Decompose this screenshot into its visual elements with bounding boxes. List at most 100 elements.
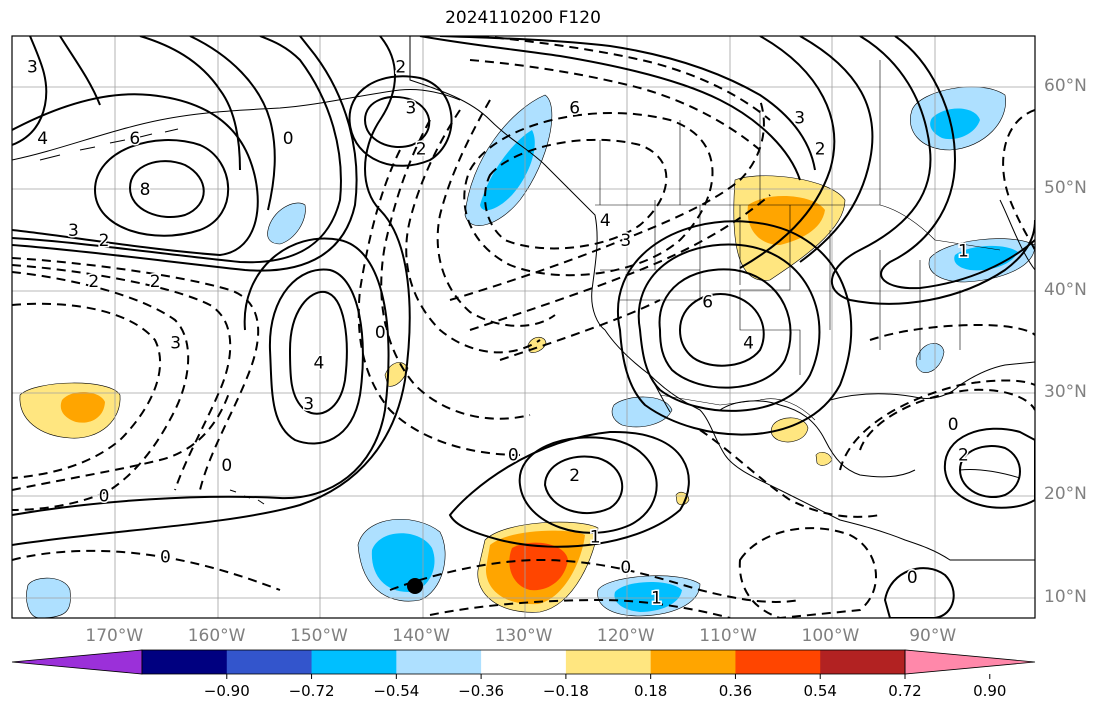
contour-label: 2	[150, 272, 161, 292]
contour-nw-corner-2	[59, 36, 101, 106]
contour-sw-high-3	[637, 243, 821, 412]
contour-west-band-2	[12, 36, 358, 272]
contour-atlantic-trough	[859, 388, 1035, 451]
colorbar-extend-high	[904, 649, 1036, 675]
contour-label: 4	[313, 354, 324, 374]
colorbar-segment	[820, 650, 906, 674]
longitude-label: 90°W	[909, 626, 957, 646]
anomaly-region-yellow-small-4	[675, 491, 690, 506]
contour-label: 3	[68, 221, 79, 241]
contour-ne-ridge-4	[739, 36, 836, 269]
colorbar-tick-label: 0.54	[803, 682, 837, 700]
aleutian-islands	[39, 128, 179, 161]
contour-nw-corner-3	[139, 36, 241, 171]
anomaly-region-orange-plains	[747, 195, 825, 245]
contour-trough-west-3	[12, 271, 190, 511]
contour-ne-ridge-3	[799, 36, 874, 263]
contour-label: 4	[37, 129, 48, 149]
solid-contours	[12, 36, 1035, 618]
contour-coastal-trough-1	[405, 109, 541, 354]
contour-label: 6	[129, 129, 140, 149]
contour-southern-trough	[389, 558, 801, 603]
contour-label: 0	[620, 558, 631, 578]
contour-nw-corner	[12, 36, 48, 146]
colorbar-segment	[311, 650, 397, 674]
northeast-coast	[999, 199, 1035, 271]
contour-pacific-ridge-2	[439, 36, 816, 171]
anomaly-region-red	[509, 542, 568, 591]
longitude-label: 170°W	[85, 626, 144, 646]
longitude-label: 110°W	[699, 626, 757, 646]
contour-label: 1	[958, 241, 969, 261]
colorbar-tick-label: 0.72	[888, 682, 922, 700]
graticule	[12, 36, 1035, 618]
longitude-label: 100°W	[801, 626, 860, 646]
contour-interior-band-2	[469, 194, 771, 331]
contour-atlantic-high	[958, 445, 1021, 498]
contour-subtropical-high	[543, 455, 624, 515]
contour-east-trough	[1002, 109, 1035, 251]
anomaly-region-orange-hawaii-west	[60, 391, 105, 423]
contour-label: 6	[702, 292, 713, 312]
longitude-label: 160°W	[187, 626, 246, 646]
contour-label: 8	[140, 180, 151, 200]
colorbar-tick-label: 0.90	[973, 682, 1007, 700]
colorbar-tick-label: −0.36	[458, 682, 505, 700]
contour-label: 3	[170, 333, 181, 353]
contour-label: 2	[569, 466, 580, 486]
colorbar	[11, 649, 1036, 679]
contour-low-alaska-3	[12, 93, 259, 257]
contour-atlantic-high-2	[943, 427, 1035, 509]
latitude-label: 40°N	[1044, 280, 1087, 301]
contour-label: 2	[815, 139, 826, 159]
contour-interior-band-3	[499, 299, 661, 361]
latitude-label: 50°N	[1044, 178, 1087, 199]
contour-ne-ridge	[830, 36, 1035, 305]
anomaly-region-deepblue-south	[614, 581, 682, 612]
contour-trough-west-4	[12, 302, 161, 479]
latitude-label: 60°N	[1044, 76, 1087, 97]
contour-subtropical-band	[448, 430, 690, 548]
north-america-coast	[409, 36, 1035, 561]
colorbar-tick-label: −0.72	[288, 682, 335, 700]
contour-southern-trough-2	[429, 598, 731, 618]
longitude-label: 140°W	[392, 626, 451, 646]
anomaly-region-deepblue-coast	[480, 130, 535, 211]
us-canada-border	[595, 204, 1001, 251]
anomaly-region-blue-gulf	[915, 343, 945, 373]
contour-pacific-ridge	[419, 36, 801, 181]
contour-trough-west-5	[12, 389, 231, 491]
contour-label: 1	[651, 589, 662, 609]
contour-mexico-trough	[699, 429, 881, 518]
colorbar-tick-label: 0.36	[718, 682, 753, 700]
mexico-coast	[719, 400, 916, 478]
canada-provinces	[599, 60, 881, 205]
colorbar-segment	[650, 650, 736, 674]
contour-label: 3	[27, 58, 38, 78]
contour-label: 0	[99, 486, 110, 506]
contour-mexico-trough-2	[738, 527, 877, 618]
latitude-label: 10°N	[1044, 586, 1087, 607]
colorbar-segment	[735, 650, 821, 674]
contour-central-high-2	[268, 268, 364, 445]
contour-interior-low-2	[463, 112, 714, 277]
contour-label: 2	[395, 58, 406, 78]
contour-label: 2	[88, 272, 99, 292]
colorbar-extend-low	[11, 649, 143, 675]
colorbar-tick-label: −0.90	[203, 682, 250, 700]
contour-pacific-trough-top-2	[469, 59, 761, 151]
contour-pacific-trough-top	[479, 36, 771, 121]
contour-subtropical-high-2	[518, 436, 658, 534]
cuba-coast	[959, 469, 1021, 479]
contour-central-high	[288, 290, 348, 415]
anomaly-region-blue-pacific-nw	[267, 202, 306, 245]
colorbar-segment	[226, 650, 313, 674]
colorbar-segment	[142, 650, 228, 674]
contour-trough-west	[12, 257, 260, 491]
contour-label: 3	[406, 98, 417, 118]
contour-east-trough-2	[869, 323, 1035, 341]
contour-label: 2	[99, 231, 110, 251]
